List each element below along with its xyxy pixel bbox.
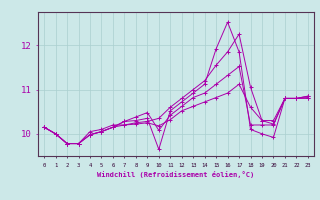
X-axis label: Windchill (Refroidissement éolien,°C): Windchill (Refroidissement éolien,°C)	[97, 171, 255, 178]
